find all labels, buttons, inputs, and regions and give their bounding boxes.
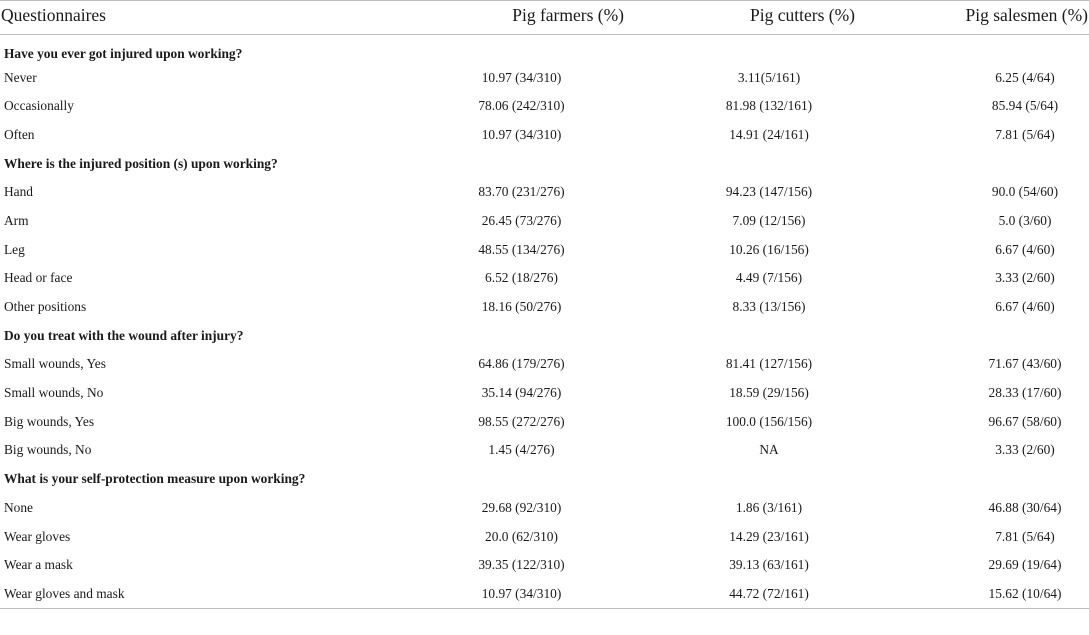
cell-pig-farmers: 10.97 (34/310) (481, 126, 562, 142)
cell-pig-salesmen: 3.33 (2/60) (995, 270, 1055, 286)
row-label: Wear gloves (4, 528, 71, 544)
cell-pig-farmers: 6.52 (18/276) (485, 270, 558, 286)
cell-pig-cutters: 14.91 (24/161) (729, 126, 809, 142)
cell-pig-cutters: 81.41 (127/156) (725, 356, 813, 372)
table-row: Arm 26.45 (73/276) 7.09 (12/156) 5.0 (3/… (0, 207, 1089, 236)
cell-pig-cutters: 1.86 (3/161) (735, 499, 803, 515)
cell-pig-cutters: 44.72 (72/161) (729, 585, 809, 601)
section-title: Do you treat with the wound after injury… (4, 327, 244, 343)
cell-pig-cutters: 3.11(5/161) (737, 69, 801, 85)
cell-pig-cutters: 18.59 (29/156) (729, 385, 809, 401)
cell-pig-farmers: 20.0 (62/310) (485, 528, 558, 544)
cell-pig-cutters: 81.98 (132/161) (725, 98, 813, 114)
cell-pig-salesmen: 7.81 (5/64) (995, 126, 1055, 142)
table-row: Often 10.97 (34/310) 14.91 (24/161) 7.81… (0, 121, 1089, 150)
cell-pig-cutters: 10.26 (16/156) (729, 241, 809, 257)
row-label: None (4, 499, 34, 515)
cell-pig-farmers: 83.70 (231/276) (478, 184, 565, 200)
questionnaire-table: Questionnaires Pig farmers (%) Pig cutte… (0, 0, 1089, 609)
cell-pig-salesmen: 6.67 (4/60) (995, 241, 1055, 257)
table-row: Leg 48.55 (134/276) 10.26 (16/156) 6.67 … (0, 235, 1089, 264)
cell-pig-farmers: 1.45 (4/276) (488, 442, 555, 458)
cell-pig-salesmen: 3.33 (2/60) (995, 442, 1055, 458)
cell-pig-farmers: 10.97 (34/310) (481, 585, 562, 601)
cell-pig-salesmen: 96.67 (58/60) (988, 413, 1062, 429)
table-header-row: Questionnaires Pig farmers (%) Pig cutte… (0, 0, 1089, 35)
cell-pig-cutters: 14.29 (23/161) (729, 528, 809, 544)
table-row: Wear gloves and mask 10.97 (34/310) 44.7… (0, 580, 1089, 609)
table-row: Other positions 18.16 (50/276) 8.33 (13/… (0, 293, 1089, 322)
section-header-row: What is your self-protection measure upo… (0, 465, 1089, 494)
cell-pig-salesmen: 6.25 (4/64) (995, 69, 1055, 85)
table-row: Small wounds, No 35.14 (94/276) 18.59 (2… (0, 379, 1089, 408)
cell-pig-salesmen: 7.81 (5/64) (995, 528, 1055, 544)
cell-pig-salesmen: 28.33 (17/60) (988, 385, 1062, 401)
table-row: Small wounds, Yes 64.86 (179/276) 81.41 … (0, 350, 1089, 379)
section-title: What is your self-protection measure upo… (4, 471, 306, 487)
cell-pig-salesmen: 29.69 (19/64) (988, 557, 1062, 573)
cell-pig-farmers: 18.16 (50/276) (481, 299, 562, 315)
row-label: Occasionally (4, 98, 74, 114)
table-row: Never 10.97 (34/310) 3.11(5/161) 6.25 (4… (0, 63, 1089, 92)
row-label: Big wounds, Yes (4, 413, 95, 429)
table-row: Occasionally 78.06 (242/310) 81.98 (132/… (0, 92, 1089, 121)
row-label: Never (4, 69, 37, 85)
table-row: Wear gloves 20.0 (62/310) 14.29 (23/161)… (0, 522, 1089, 551)
table-row: Head or face 6.52 (18/276) 4.49 (7/156) … (0, 264, 1089, 293)
column-header-pig-salesmen: Pig salesmen (%) (965, 5, 1088, 25)
column-header-questionnaires: Questionnaires (1, 5, 106, 25)
row-label: Often (4, 126, 35, 142)
cell-pig-salesmen: 5.0 (3/60) (998, 212, 1052, 228)
row-label: Wear a mask (4, 557, 73, 573)
table-row: Big wounds, Yes 98.55 (272/276) 100.0 (1… (0, 407, 1089, 436)
row-label: Hand (4, 184, 34, 200)
column-header-pig-cutters: Pig cutters (%) (750, 5, 855, 25)
cell-pig-farmers: 26.45 (73/276) (481, 212, 562, 228)
cell-pig-farmers: 64.86 (179/276) (478, 356, 565, 372)
section-header-row: Where is the injured position (s) upon w… (0, 149, 1089, 178)
table-row: None 29.68 (92/310) 1.86 (3/161) 46.88 (… (0, 494, 1089, 523)
cell-pig-farmers: 48.55 (134/276) (478, 241, 565, 257)
row-label: Other positions (4, 299, 87, 315)
cell-pig-salesmen: 46.88 (30/64) (988, 499, 1062, 515)
table-row: Hand 83.70 (231/276) 94.23 (147/156) 90.… (0, 178, 1089, 207)
cell-pig-farmers: 78.06 (242/310) (478, 98, 565, 114)
row-label: Big wounds, No (4, 442, 92, 458)
section-title: Where is the injured position (s) upon w… (4, 155, 278, 171)
row-label: Wear gloves and mask (4, 585, 125, 601)
cell-pig-farmers: 39.35 (122/310) (478, 557, 565, 573)
cell-pig-salesmen: 6.67 (4/60) (995, 299, 1055, 315)
row-label: Small wounds, Yes (4, 356, 106, 372)
row-label: Small wounds, No (4, 385, 104, 401)
cell-pig-farmers: 29.68 (92/310) (481, 499, 562, 515)
table-row: Wear a mask 39.35 (122/310) 39.13 (63/16… (0, 551, 1089, 580)
cell-pig-salesmen: 90.0 (54/60) (991, 184, 1059, 200)
section-header-row: Have you ever got injured upon working? (0, 35, 1089, 64)
row-label: Arm (4, 212, 29, 228)
section-title: Have you ever got injured upon working? (4, 46, 243, 62)
cell-pig-salesmen: 85.94 (5/64) (991, 98, 1059, 114)
cell-pig-cutters: 94.23 (147/156) (725, 184, 813, 200)
cell-pig-salesmen: 15.62 (10/64) (988, 585, 1062, 601)
cell-pig-farmers: 35.14 (94/276) (481, 385, 562, 401)
cell-pig-salesmen: 71.67 (43/60) (988, 356, 1062, 372)
cell-pig-cutters: NA (759, 442, 779, 458)
cell-pig-farmers: 98.55 (272/276) (478, 413, 565, 429)
cell-pig-cutters: 7.09 (12/156) (732, 212, 806, 228)
cell-pig-cutters: 8.33 (13/156) (732, 299, 806, 315)
cell-pig-cutters: 39.13 (63/161) (729, 557, 809, 573)
section-header-row: Do you treat with the wound after injury… (0, 321, 1089, 350)
table-row: Big wounds, No 1.45 (4/276) NA 3.33 (2/6… (0, 436, 1089, 465)
cell-pig-cutters: 100.0 (156/156) (725, 413, 813, 429)
row-label: Head or face (4, 270, 73, 286)
column-header-pig-farmers: Pig farmers (%) (512, 5, 624, 25)
cell-pig-cutters: 4.49 (7/156) (735, 270, 803, 286)
cell-pig-farmers: 10.97 (34/310) (481, 69, 562, 85)
row-label: Leg (4, 241, 25, 257)
